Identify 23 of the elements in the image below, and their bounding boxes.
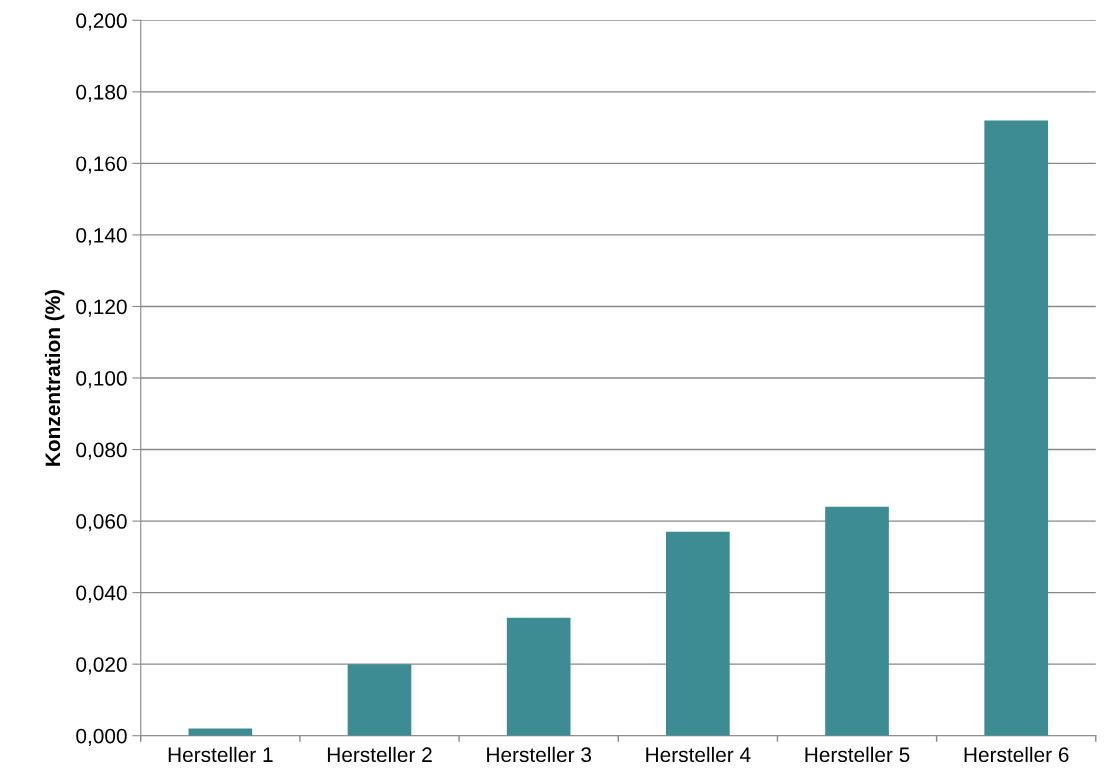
y-tick-label: 0,200 xyxy=(76,13,127,31)
x-tick-label: Hersteller 1 xyxy=(168,746,273,763)
y-tick-label: 0,100 xyxy=(76,371,127,389)
bar xyxy=(347,664,412,736)
bar xyxy=(825,506,889,736)
y-tick-label: 0,140 xyxy=(76,227,127,246)
bar xyxy=(984,120,1049,736)
y-tick-label: 0,040 xyxy=(76,585,127,603)
x-tick-label: Hersteller 5 xyxy=(805,746,910,763)
x-tick-label: Hersteller 3 xyxy=(487,746,592,763)
y-tick-label: 0,060 xyxy=(76,514,127,532)
y-tick-label: 0,020 xyxy=(76,657,127,675)
y-axis-title: Konzentration (%) xyxy=(44,289,65,466)
x-tick-label: Hersteller 4 xyxy=(646,746,751,763)
bar xyxy=(506,617,571,736)
y-tick-label: 0,120 xyxy=(76,299,127,317)
y-tick-label: 0,000 xyxy=(76,728,127,746)
x-tick-label: Hersteller 2 xyxy=(327,746,432,763)
bar xyxy=(666,531,730,736)
y-tick-label: 0,160 xyxy=(76,156,127,174)
x-tick-label: Hersteller 6 xyxy=(964,746,1069,763)
y-tick-label: 0,080 xyxy=(76,442,127,460)
y-tick-label: 0,180 xyxy=(76,84,127,103)
